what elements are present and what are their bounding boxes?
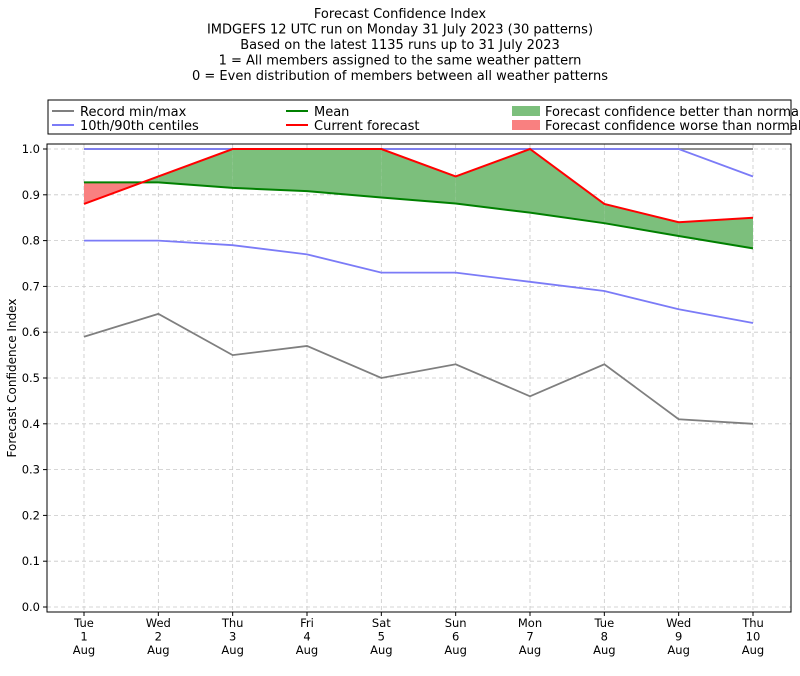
grid: [47, 144, 791, 612]
confidence-fills: [84, 149, 753, 249]
x-tick-label: 3: [229, 630, 236, 644]
x-tick-label: Aug: [593, 643, 615, 657]
fill-better-than-normal: [455, 149, 530, 213]
x-tick-label: Aug: [370, 643, 392, 657]
legend-swatch-patch: [512, 120, 540, 130]
fill-better-than-normal: [307, 149, 382, 198]
x-tick-label: 10: [746, 630, 761, 644]
x-tick-label: 9: [675, 630, 682, 644]
y-tick-label: 0.9: [22, 188, 40, 202]
x-tick-label: Aug: [667, 643, 689, 657]
x-tick-label: 1: [80, 630, 87, 644]
x-tick-label: Thu: [741, 616, 764, 630]
x-tick-label: Wed: [666, 616, 691, 630]
x-tick-label: Aug: [296, 643, 318, 657]
y-tick-label: 0.5: [22, 371, 40, 385]
x-tick-label: 7: [526, 630, 533, 644]
y-axis-label: Forecast Confidence Index: [5, 299, 19, 458]
y-tick-label: 0.8: [22, 234, 40, 248]
series-line-record-min: [83, 312, 754, 425]
x-tick-label: Mon: [518, 616, 542, 630]
x-tick-label: 2: [155, 630, 162, 644]
y-tick-label: 0.3: [22, 463, 40, 477]
x-tick-label: Aug: [444, 643, 466, 657]
x-tick-label: Aug: [742, 643, 764, 657]
series-line-p90: [84, 148, 754, 178]
x-tick-label: Sun: [445, 616, 467, 630]
x-tick-label: Aug: [147, 643, 169, 657]
x-tick-label: Tue: [594, 616, 615, 630]
y-axis: 0.0 0.1 0.2 0.3 0.4 0.5 0.6 0.7 0.8 0.9 1.0: [22, 142, 47, 614]
y-tick-label: 0.2: [22, 508, 40, 522]
series-lines: [83, 147, 754, 425]
x-tick-label: 5: [378, 630, 385, 644]
chart-subtitle-line: 1 = All members assigned to the same wea…: [219, 54, 582, 69]
x-tick-label: Wed: [146, 616, 171, 630]
x-tick-label: Thu: [221, 616, 244, 630]
legend-label: Forecast confidence worse than normal: [545, 119, 800, 134]
x-axis: Tue1AugWed2AugThu3AugFri4AugSat5AugSun6A…: [73, 612, 764, 657]
x-tick-label: 4: [303, 630, 310, 644]
x-tick-label: 8: [601, 630, 608, 644]
legend-box: [47, 99, 792, 135]
fill-better-than-normal: [158, 149, 233, 188]
chart-title: Forecast Confidence Index: [314, 7, 486, 22]
x-tick-label: Sat: [372, 616, 391, 630]
x-tick-label: Aug: [73, 643, 95, 657]
legend-label: Current forecast: [314, 119, 420, 134]
y-tick-label: 1.0: [22, 142, 40, 156]
fill-better-than-normal: [604, 203, 679, 237]
x-tick-label: Aug: [221, 643, 243, 657]
legend-label: Record min/max: [80, 105, 187, 120]
y-tick-label: 0.1: [22, 554, 40, 568]
x-tick-label: Aug: [519, 643, 541, 657]
y-tick-label: 0.4: [22, 417, 40, 431]
fill-better-than-normal: [381, 149, 456, 204]
y-tick-label: 0.7: [22, 279, 40, 293]
y-tick-label: 0.0: [22, 600, 40, 614]
x-tick-label: Tue: [73, 616, 94, 630]
series-line-mean: [84, 181, 754, 250]
legend-swatch-patch: [512, 106, 540, 116]
fill-better-than-normal: [530, 149, 605, 224]
legend-label: Mean: [314, 105, 349, 120]
series-line-current: [83, 147, 754, 224]
series-line-p10: [84, 239, 754, 324]
fill-better-than-normal: [678, 217, 753, 249]
y-tick-label: 0.6: [22, 325, 40, 339]
chart-subtitle-line: IMDGEFS 12 UTC run on Monday 31 July 202…: [207, 23, 593, 38]
x-tick-label: 6: [452, 630, 459, 644]
x-tick-label: Fri: [300, 616, 314, 630]
chart-subtitle-line: Based on the latest 1135 runs up to 31 J…: [240, 38, 560, 53]
fill-better-than-normal: [232, 149, 307, 192]
legend-label: Forecast confidence better than normal: [545, 105, 800, 120]
plot-frame: [46, 143, 792, 613]
chart-subtitle-line: 0 = Even distribution of members between…: [192, 69, 608, 84]
legend-label: 10th/90th centiles: [80, 119, 199, 134]
